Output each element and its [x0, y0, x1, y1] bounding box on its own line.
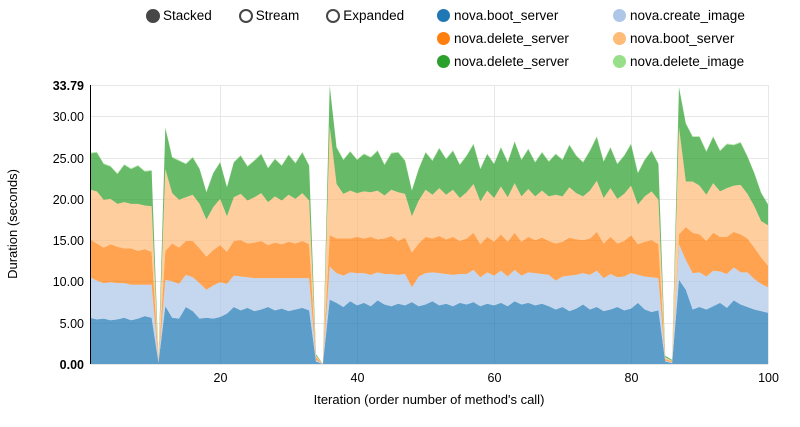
legend-label: nova.create_image: [630, 8, 745, 23]
legend-label: nova.delete_server: [454, 54, 569, 69]
radio-selected-icon[interactable]: [146, 8, 160, 23]
x-tick-label: 100: [758, 371, 779, 385]
legend-item[interactable]: nova.create_image: [613, 8, 745, 23]
x-tick-label: 40: [351, 371, 365, 385]
area-series-nova.boot_server[interactable]: [90, 279, 768, 364]
legend-swatch-icon[interactable]: [437, 32, 450, 45]
y-tick-label: 20.00: [53, 193, 84, 207]
legend-swatch-icon[interactable]: [613, 32, 626, 45]
y-tick-label: 15.00: [53, 234, 84, 248]
radio-option-label: Stacked: [163, 8, 212, 23]
y-tick-label: 33.79: [53, 79, 84, 93]
legend-item[interactable]: nova.boot_server: [437, 8, 613, 23]
y-tick-label: 25.00: [53, 152, 84, 166]
legend-label: nova.delete_image: [630, 54, 745, 69]
y-tick-label: 0.00: [60, 358, 84, 372]
area-series-nova.boot_server[interactable]: [90, 126, 768, 364]
legend-swatch-icon[interactable]: [437, 55, 450, 68]
y-tick-label: 30.00: [53, 110, 84, 124]
tick-labels: 0.00 5.00 10.00 15.00 20.00 25.00 30.00 33.79 20…: [53, 79, 779, 385]
chart-style-radio-group: Stacked Stream Expanded: [146, 8, 404, 23]
x-tick-label: 20: [214, 371, 228, 385]
x-tick-label: 80: [625, 371, 639, 385]
legend-label: nova.boot_server: [630, 31, 735, 46]
x-tick-label: 60: [488, 371, 502, 385]
radio-option-label: Expanded: [343, 8, 405, 23]
legend-swatch-icon[interactable]: [437, 9, 450, 22]
chart-legend: nova.boot_server nova.create_image nova.de…: [437, 8, 745, 69]
legend-item[interactable]: nova.delete_server: [437, 31, 613, 46]
legend-item[interactable]: nova.boot_server: [613, 31, 745, 46]
y-axis-title: Duration (seconds): [5, 169, 20, 279]
radio-option-stacked[interactable]: Stacked: [146, 8, 212, 23]
legend-item[interactable]: nova.delete_image: [613, 54, 745, 69]
radio-option-label: Stream: [255, 8, 300, 23]
radio-option-stream[interactable]: Stream: [238, 8, 300, 23]
legend-label: nova.boot_server: [454, 8, 559, 23]
area-series-nova.create_image[interactable]: [90, 244, 768, 364]
y-tick-label: 5.00: [60, 317, 84, 331]
radio-unselected-icon[interactable]: [326, 8, 341, 23]
legend-label: nova.delete_server: [454, 31, 569, 46]
y-tick-label: 10.00: [53, 275, 84, 289]
legend-swatch-icon[interactable]: [613, 9, 626, 22]
area-series-nova.delete_server[interactable]: [90, 226, 768, 364]
area-series-group: [90, 84, 768, 365]
area-series-nova.delete_server[interactable]: [90, 85, 768, 365]
radio-unselected-icon[interactable]: [238, 8, 253, 23]
legend-swatch-icon[interactable]: [613, 55, 626, 68]
x-axis-title: Iteration (order number of method's call…: [314, 392, 545, 407]
legend-item[interactable]: nova.delete_server: [437, 54, 613, 69]
radio-option-expanded[interactable]: Expanded: [326, 8, 404, 23]
